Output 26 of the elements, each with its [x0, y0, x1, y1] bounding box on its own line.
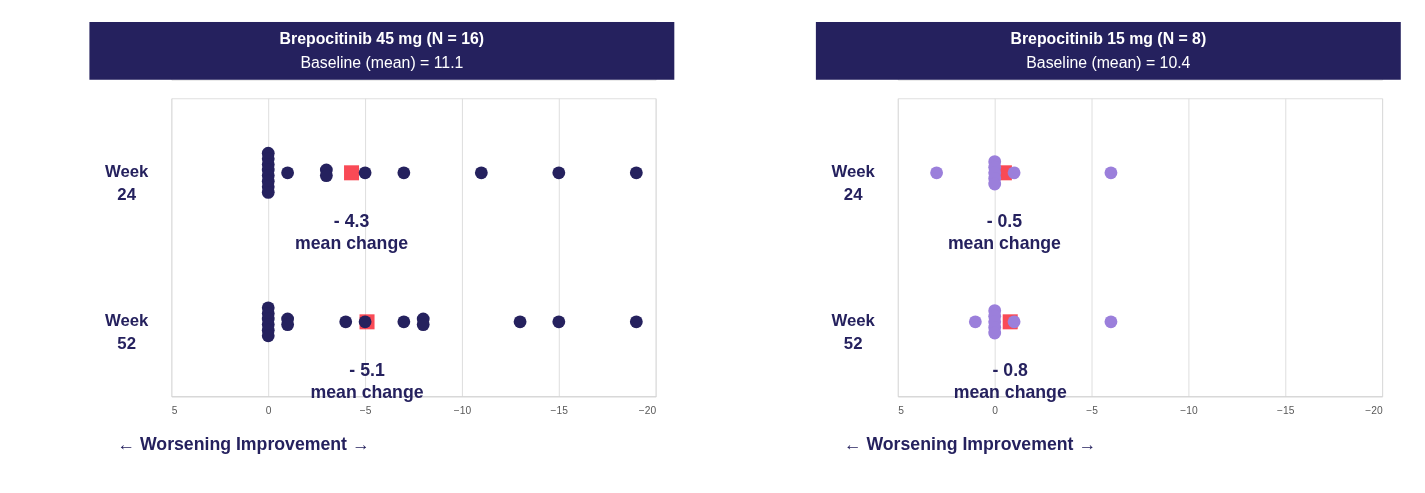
text: ← Worsening Improvement →	[117, 434, 370, 455]
x-tick-label: −10	[1180, 405, 1198, 417]
data-label: - 0.5 mean change	[947, 210, 1062, 254]
x-tick-label: 5	[171, 405, 178, 417]
data-label: - 5.1 mean change	[310, 359, 424, 403]
x-tick-label: 0	[992, 405, 999, 417]
y-tick-label: Week 24	[104, 162, 150, 204]
chart-subtitle: Baseline (mean) = 10.4	[1026, 53, 1191, 71]
x-tick-label: −15	[550, 405, 569, 417]
x-tick-label: 0	[265, 405, 272, 417]
chart-title: Brepocitinib 45 mg (N = 16)	[279, 30, 485, 48]
x-tick-label: 5	[898, 405, 905, 417]
x-tick-label: −20	[1365, 405, 1383, 417]
chart-subtitle: Baseline (mean) = 11.1	[300, 53, 464, 71]
x-tick-label: −15	[1277, 405, 1295, 417]
data-label: - 0.8 mean change	[953, 359, 1067, 403]
data-label: - 4.3 mean change	[295, 210, 409, 254]
text: ← Worsening Improvement →	[843, 434, 1097, 455]
x-tick-label: −5	[359, 405, 372, 417]
chart-title: Brepocitinib 15 mg (N = 8)	[1010, 30, 1207, 48]
y-tick-label: Week 52	[831, 311, 876, 353]
y-tick-label: Week 24	[831, 162, 876, 204]
x-tick-label: −20	[638, 405, 657, 417]
x-tick-label: −5	[1086, 405, 1099, 417]
y-tick-label: Week 52	[104, 311, 150, 353]
x-tick-label: −10	[453, 405, 472, 417]
